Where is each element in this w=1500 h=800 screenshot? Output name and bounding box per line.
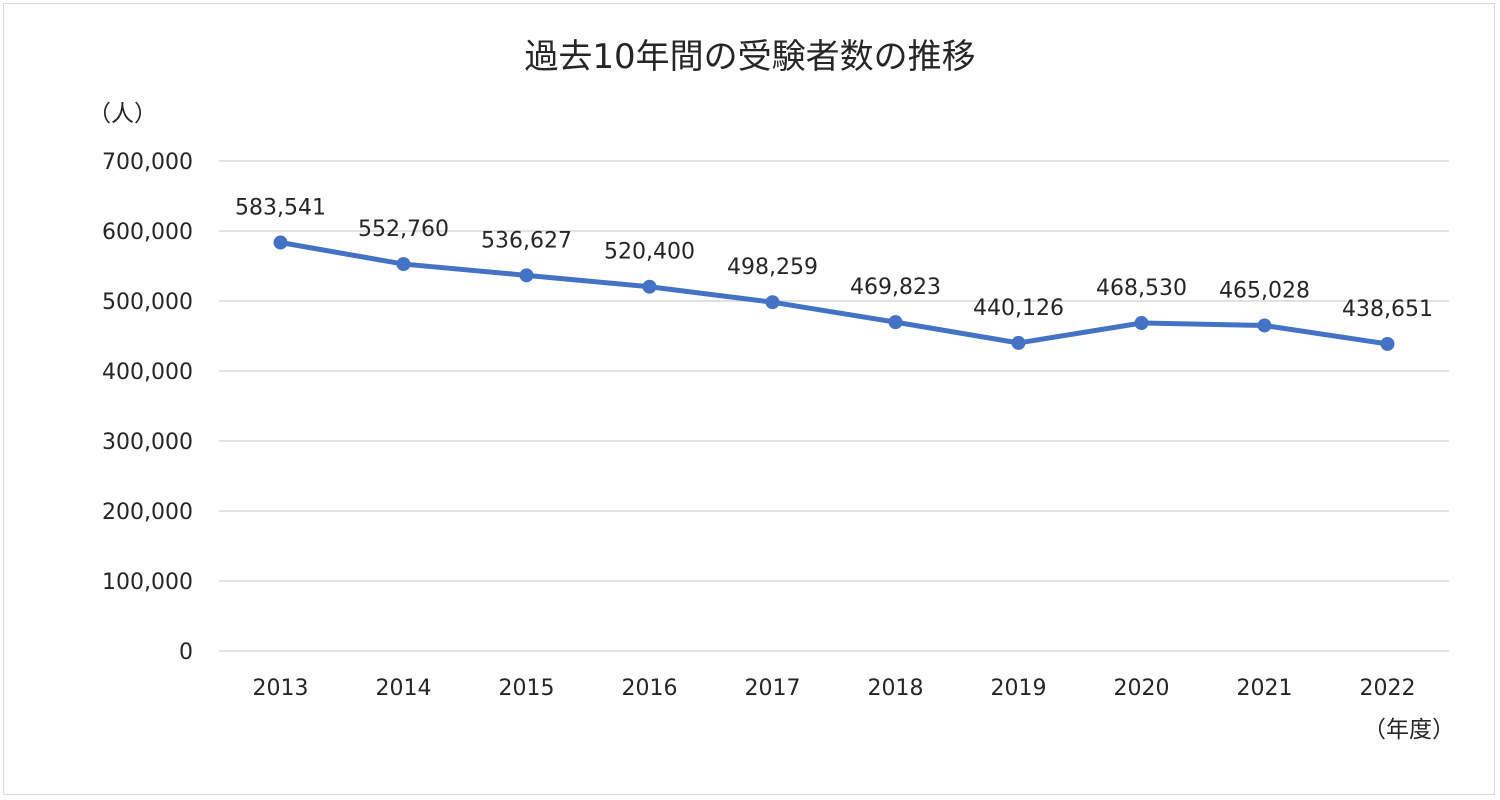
y-axis-ticks: 0 100,000 200,000 300,000 400,000 500,000 600,… (102, 150, 193, 665)
data-point (519, 268, 534, 283)
data-label: 440,126 (973, 296, 1064, 321)
x-tick-label: 2013 (253, 676, 309, 701)
x-tick-label: 2017 (745, 676, 801, 701)
y-tick-label: 0 (179, 640, 193, 665)
x-tick-label: 2022 (1360, 676, 1416, 701)
data-point (1011, 335, 1026, 350)
y-tick-label: 500,000 (102, 290, 193, 315)
chart-frame (3, 3, 1495, 795)
y-tick-label: 100,000 (102, 570, 193, 595)
data-label: 536,627 (481, 228, 572, 253)
x-tick-label: 2021 (1237, 676, 1293, 701)
y-tick-label: 400,000 (102, 360, 193, 385)
data-point (396, 257, 411, 272)
data-label: 465,028 (1219, 278, 1310, 303)
y-tick-label: 700,000 (102, 150, 193, 175)
y-tick-label: 300,000 (102, 430, 193, 455)
chart-title: 過去10年間の受験者数の推移 (524, 37, 975, 77)
data-point (642, 279, 657, 294)
data-label: 469,823 (850, 275, 941, 300)
data-label: 438,651 (1342, 297, 1433, 322)
data-label: 520,400 (604, 240, 695, 265)
x-tick-label: 2018 (868, 676, 924, 701)
x-tick-label: 2016 (622, 676, 678, 701)
x-tick-label: 2019 (991, 676, 1047, 701)
data-point (273, 235, 288, 250)
data-point (1257, 318, 1272, 333)
y-tick-label: 200,000 (102, 500, 193, 525)
x-axis-unit-label: （年度） (1363, 717, 1455, 743)
x-axis-ticks: 2013 2014 2015 2016 2017 2018 2019 2020 2021 2022 (253, 676, 1416, 701)
data-point (1380, 336, 1395, 351)
x-tick-label: 2014 (376, 676, 432, 701)
y-tick-label: 600,000 (102, 220, 193, 245)
data-label: 552,760 (358, 217, 449, 242)
data-label: 468,530 (1096, 276, 1187, 301)
gridlines (219, 160, 1449, 652)
x-tick-label: 2020 (1114, 676, 1170, 701)
series-line (278, 240, 1390, 347)
x-tick-label: 2015 (499, 676, 555, 701)
data-point (1134, 316, 1149, 331)
data-point (765, 295, 780, 310)
data-labels: 583,541 552,760 536,627 520,400 498,259 469,8… (235, 196, 1433, 322)
data-point (888, 315, 903, 330)
data-label: 583,541 (235, 196, 326, 221)
series (273, 235, 1395, 351)
y-axis-unit-label: （人） (88, 101, 157, 127)
data-label: 498,259 (727, 255, 818, 280)
